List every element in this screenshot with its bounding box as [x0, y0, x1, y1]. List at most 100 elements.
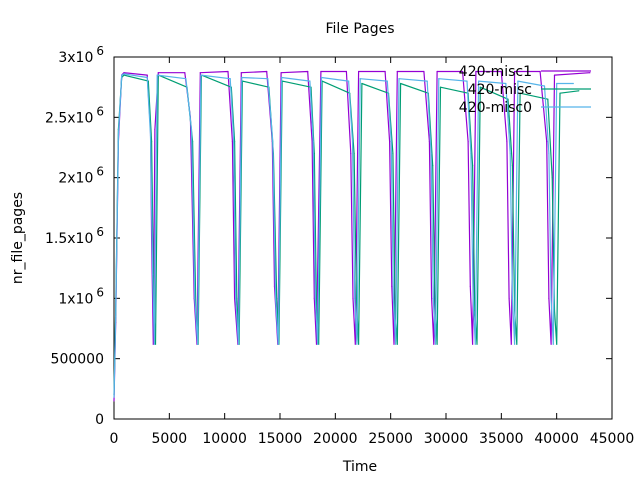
series-1-point — [353, 152, 355, 155]
series-2-point — [517, 80, 519, 82]
series-2-point — [348, 80, 350, 82]
series-2-point — [320, 76, 323, 79]
series-1-point — [355, 297, 357, 299]
series-2-point — [156, 74, 158, 76]
series-1-point — [511, 165, 513, 167]
series-2-point — [229, 78, 231, 80]
series-0-point — [431, 297, 433, 299]
chart-title: File Pages — [325, 21, 394, 37]
series-1-point — [507, 98, 509, 100]
series-2-point — [232, 134, 235, 136]
series-0-point — [500, 70, 502, 73]
y-tick-label: 0 — [95, 412, 104, 428]
series-2-point — [548, 152, 550, 155]
series-2-point — [185, 78, 187, 80]
y-tick-label: 500000 — [51, 352, 104, 368]
series-1-point — [400, 82, 402, 85]
series-2-point — [272, 140, 274, 143]
series-2-point — [152, 273, 154, 275]
x-tick-label: 15000 — [258, 431, 303, 447]
series-1-point — [234, 140, 236, 143]
legend-label: 420-misc1 — [459, 64, 532, 80]
series-2-point — [277, 343, 279, 345]
series-lines — [113, 70, 591, 402]
series-2-point — [472, 297, 474, 299]
series-0-point — [146, 74, 148, 76]
series-1-point — [434, 297, 436, 299]
series-2-point — [351, 140, 354, 143]
series-2-point — [115, 315, 117, 317]
series-2-point — [395, 343, 397, 345]
x-tick-label: 45000 — [590, 431, 635, 447]
y-tick-label-base: 2.5x10 — [45, 110, 93, 126]
series-2-point — [511, 297, 513, 299]
series-2-point — [200, 74, 202, 76]
series-2-point — [121, 74, 123, 76]
series-2-point — [432, 297, 434, 299]
series-2-point — [190, 128, 193, 130]
series-2-point — [123, 73, 125, 75]
series-2-point — [146, 76, 148, 79]
series-2-point — [509, 152, 511, 155]
y-axis-label: nr_file_pages — [10, 192, 26, 284]
y-tick-label: 2.5x10 6 — [45, 104, 104, 126]
series-0-point — [472, 343, 474, 345]
series-0-point — [391, 285, 393, 287]
series-0-point — [240, 72, 242, 74]
series-0-point — [320, 70, 322, 73]
series-0-point — [508, 297, 510, 299]
x-tick-label: 25000 — [368, 431, 413, 447]
series-0-point — [436, 70, 438, 73]
y-tick-label: 3x10 6 — [58, 44, 104, 66]
series-2-point — [197, 343, 199, 345]
series-2-point — [478, 80, 480, 82]
series-0-point — [389, 140, 391, 143]
series-2-point — [392, 297, 394, 299]
series-0-point — [550, 343, 552, 345]
series-1-point — [519, 92, 521, 94]
series-1-point — [439, 86, 442, 88]
series-line-1 — [113, 74, 579, 395]
x-tick-label: 40000 — [534, 431, 579, 447]
series-2-point — [430, 152, 432, 155]
series-0-point — [428, 140, 430, 143]
legend-label: 420-misc — [468, 82, 532, 98]
series-0-point — [396, 70, 398, 73]
series-2-point — [386, 80, 388, 82]
series-0-point — [123, 72, 125, 74]
series-0-point — [231, 140, 233, 143]
series-0-point — [546, 140, 548, 143]
series-0-point — [358, 70, 360, 73]
series-1-point — [154, 343, 157, 345]
series-1-point — [318, 343, 320, 345]
series-0-point — [350, 152, 352, 155]
y-tick-label: 1x10 6 — [58, 285, 104, 307]
series-0-point — [311, 140, 313, 143]
x-axis-label: Time — [342, 459, 377, 475]
y-tick-label-exponent: 6 — [96, 285, 104, 299]
series-0-point — [393, 343, 395, 345]
series-2-point — [550, 297, 552, 299]
series-line-2 — [113, 73, 574, 398]
series-0-point — [152, 343, 154, 345]
series-2-point — [117, 134, 119, 136]
legend: 420-misc1 420-misc 420-misc0 — [459, 64, 591, 116]
series-1-point — [476, 343, 478, 345]
series-2-point — [314, 297, 316, 299]
series-0-point — [462, 70, 464, 73]
series-0-point — [354, 343, 356, 345]
series-2-point — [434, 343, 437, 345]
legend-label: 420-misc0 — [459, 100, 532, 116]
series-2-point — [235, 297, 237, 299]
y-tick-label: 1.5x10 6 — [45, 225, 104, 247]
series-2-point — [359, 78, 361, 80]
y-tick-label-base: 0 — [95, 412, 104, 428]
series-0-point — [423, 70, 425, 73]
x-tick-label: 35000 — [479, 431, 524, 447]
series-2-point — [556, 82, 558, 85]
series-2-point — [466, 80, 468, 82]
series-0-point — [184, 72, 186, 74]
series-0-point — [157, 72, 159, 74]
series-2-point — [317, 343, 319, 345]
